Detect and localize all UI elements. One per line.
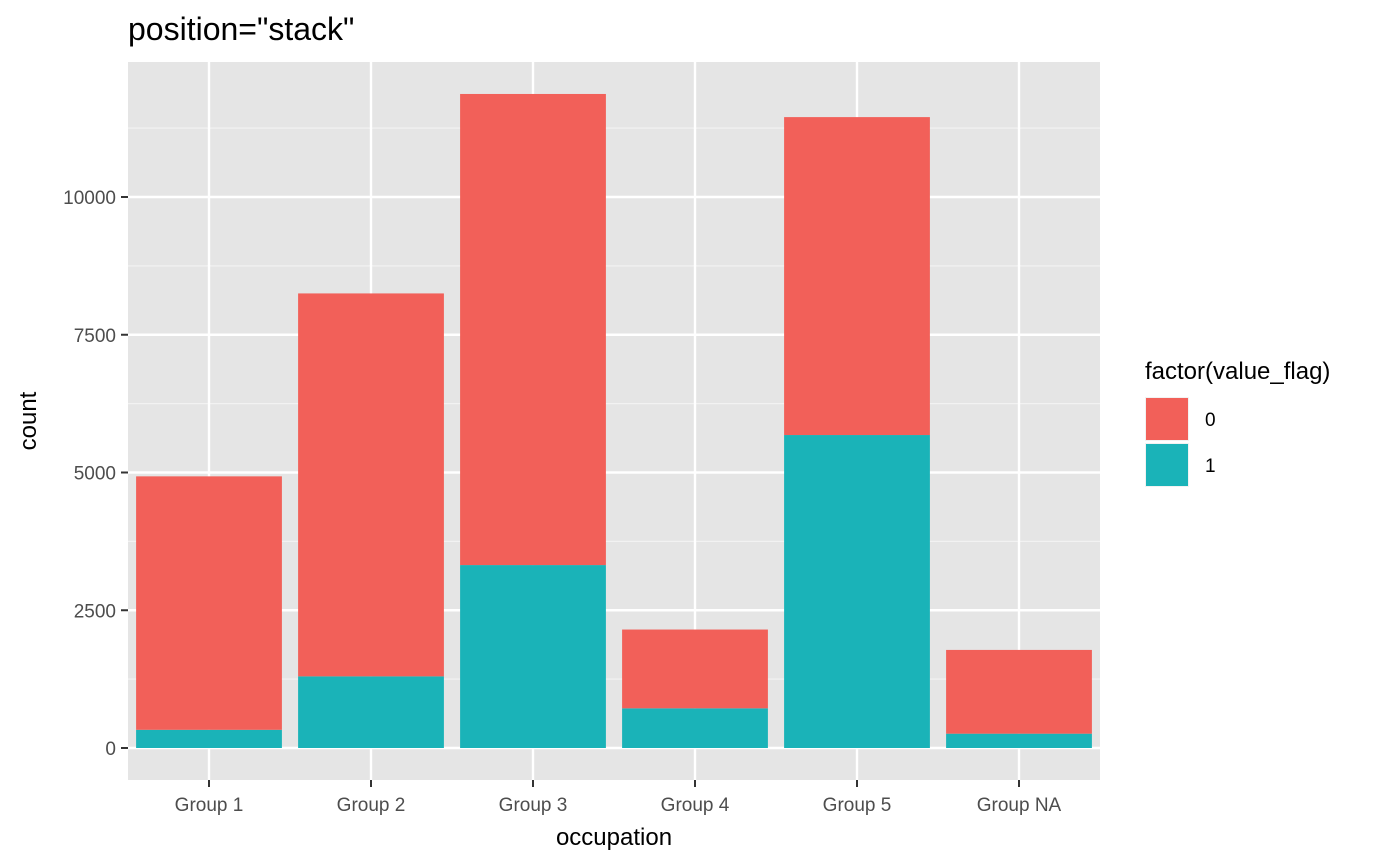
x-tick-label: Group 2 — [337, 795, 406, 816]
bar-series-0-group-3 — [460, 93, 606, 566]
x-tick-label: Group 4 — [661, 795, 730, 816]
x-tick-label: Group 5 — [823, 795, 892, 816]
x-tick-label: Group NA — [977, 795, 1062, 816]
legend-swatch-1 — [1146, 444, 1188, 486]
y-tick-label: 7500 — [74, 326, 116, 347]
legend: factor(value_flag) 0 1 — [1145, 358, 1330, 487]
bars — [136, 93, 1092, 748]
y-axis-title: count — [15, 391, 42, 450]
bar-series-1-group-1 — [136, 729, 282, 748]
y-tick-label: 0 — [105, 739, 116, 760]
bar-series-0-group-4 — [622, 629, 768, 709]
x-tick-label: Group 1 — [175, 795, 244, 816]
minor-gridlines — [128, 127, 1100, 680]
x-tick-label: Group 3 — [499, 795, 568, 816]
y-tick-label: 10000 — [63, 188, 116, 209]
legend-label-1: 1 — [1205, 456, 1216, 477]
bar-series-0-group-1 — [136, 476, 282, 730]
chart-title: position="stack" — [128, 11, 354, 47]
bar-series-0-group-na — [946, 649, 1092, 734]
bar-series-1-group-5 — [784, 435, 930, 748]
y-axis: 0 2500 5000 7500 10000 — [63, 188, 128, 760]
y-tick-label: 5000 — [74, 464, 116, 485]
bar-series-0-group-5 — [784, 117, 930, 436]
x-axis: Group 1 Group 2 Group 3 Group 4 Group 5 Group… — [175, 780, 1062, 816]
legend-title: factor(value_flag) — [1145, 358, 1330, 385]
bar-series-1-group-na — [946, 733, 1092, 748]
bar-series-1-group-3 — [460, 565, 606, 748]
bar-series-1-group-4 — [622, 708, 768, 748]
y-tick-label: 2500 — [74, 601, 116, 622]
bar-series-1-group-2 — [298, 676, 444, 748]
plot-panel — [128, 62, 1100, 780]
bar-series-0-group-2 — [298, 293, 444, 677]
x-axis-title: occupation — [556, 824, 672, 851]
legend-label-0: 0 — [1205, 410, 1216, 431]
legend-swatch-0 — [1146, 398, 1188, 440]
